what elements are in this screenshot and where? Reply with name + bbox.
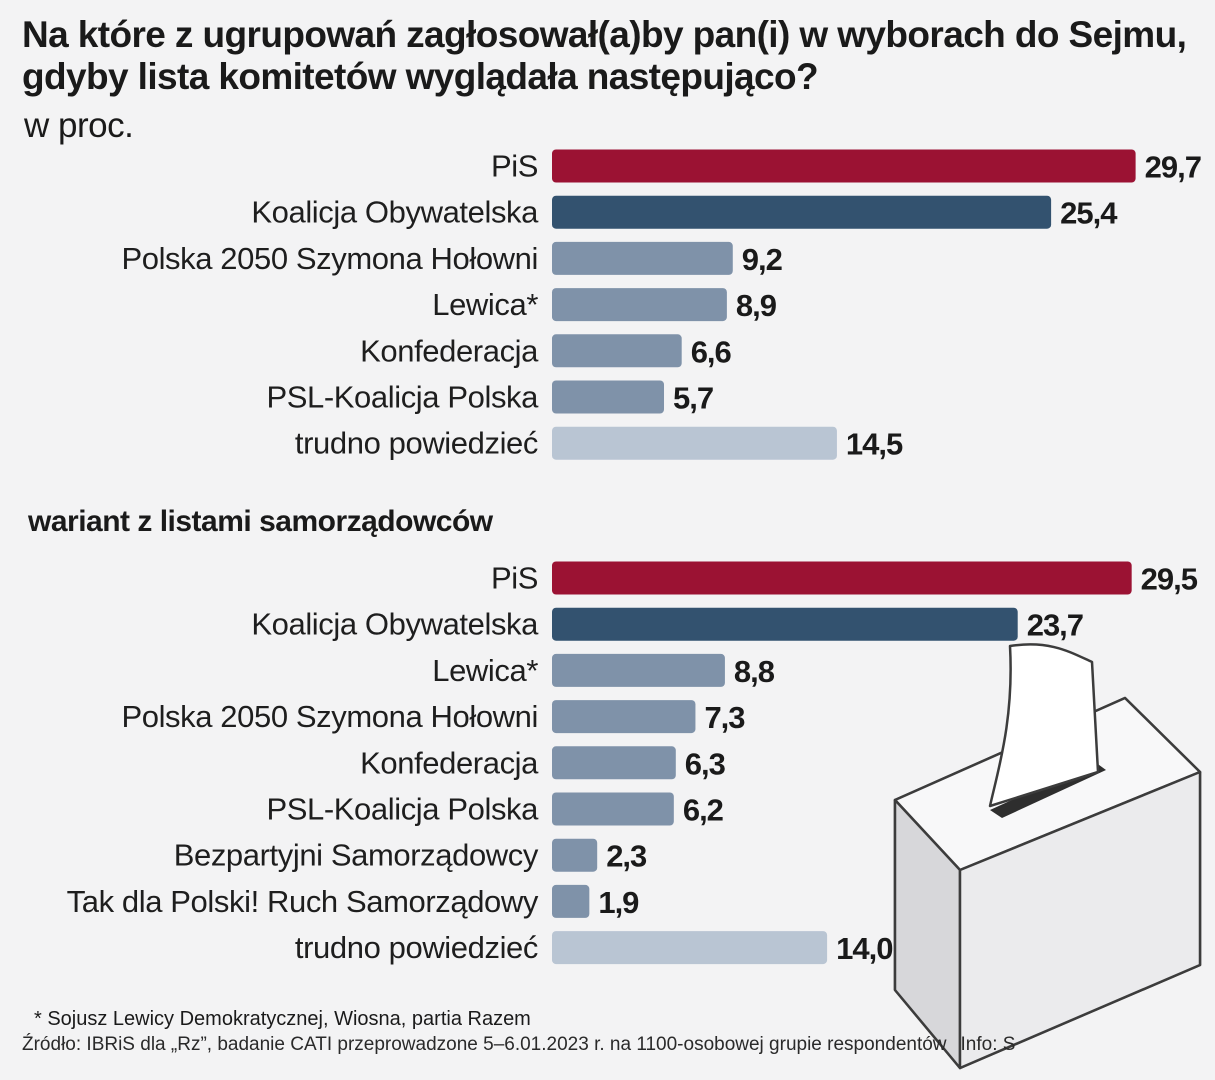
footnote: * Sojusz Lewicy Demokratycznej, Wiosna, … bbox=[34, 1008, 531, 1030]
bar bbox=[552, 700, 696, 734]
chart-subtitle: w proc. bbox=[24, 106, 134, 145]
data-label: 8,8 bbox=[734, 654, 775, 689]
category-label: trudno powiedzieć bbox=[295, 930, 538, 965]
data-label: 1,9 bbox=[598, 885, 639, 920]
bar-chart-1: PiS 29,7 Koalicja Obywatelska 25,4 Polska 20… bbox=[121, 149, 1201, 462]
bar bbox=[552, 884, 590, 918]
data-label: 25,4 bbox=[1060, 196, 1118, 231]
category-label: Polska 2050 Szymona Hołowni bbox=[121, 699, 538, 734]
data-label: 2,3 bbox=[606, 839, 647, 874]
bar bbox=[552, 561, 1132, 595]
data-label: 14,5 bbox=[846, 427, 903, 462]
bar bbox=[552, 195, 1052, 229]
bar bbox=[552, 426, 837, 460]
source-text: Źródło: IBRiS dla „Rz”, badanie CATI prz… bbox=[22, 1034, 947, 1055]
category-label: Konfederacja bbox=[360, 333, 539, 368]
data-label: 23,7 bbox=[1027, 608, 1083, 643]
category-label: Bezpartyjni Samorządowcy bbox=[174, 838, 539, 873]
chart-title: Na które z ugrupowań zagłosował(a)by pan… bbox=[22, 14, 1187, 97]
bar bbox=[552, 838, 598, 872]
category-label: Lewica* bbox=[432, 287, 538, 322]
data-label: 7,3 bbox=[704, 700, 745, 735]
category-label: Koalicja Obywatelska bbox=[251, 195, 539, 230]
bar bbox=[552, 380, 665, 414]
bar bbox=[552, 653, 725, 687]
category-label: Polska 2050 Szymona Hołowni bbox=[121, 241, 538, 276]
category-label: Konfederacja bbox=[360, 745, 539, 780]
bar bbox=[552, 149, 1136, 183]
category-label: PSL-Koalicja Polska bbox=[266, 792, 539, 827]
bar bbox=[552, 241, 733, 275]
data-label: 6,6 bbox=[691, 334, 732, 369]
category-label: PiS bbox=[491, 149, 538, 184]
data-label: 29,5 bbox=[1141, 562, 1198, 597]
data-label: 8,9 bbox=[736, 288, 777, 323]
info-credit: Info: S bbox=[960, 1034, 1016, 1055]
ballot-box-icon bbox=[893, 643, 1202, 1070]
data-label: 6,3 bbox=[685, 746, 726, 781]
source-line: Źródło: IBRiS dla „Rz”, badanie CATI prz… bbox=[22, 1033, 1212, 1057]
category-label: Koalicja Obywatelska bbox=[251, 607, 539, 642]
bar-chart-2: PiS 29,5 Koalicja Obywatelska 23,7 Lewica* 8,… bbox=[67, 561, 1199, 967]
bar bbox=[552, 334, 682, 368]
bar bbox=[552, 607, 1018, 641]
data-label: 5,7 bbox=[673, 381, 713, 416]
data-label: 14,0 bbox=[836, 931, 892, 966]
bar bbox=[552, 746, 676, 780]
data-label: 29,7 bbox=[1145, 150, 1201, 185]
category-label: PiS bbox=[491, 561, 538, 596]
category-label: PSL-Koalicja Polska bbox=[266, 380, 539, 415]
bar bbox=[552, 792, 674, 826]
data-label: 6,2 bbox=[683, 793, 723, 828]
bar bbox=[552, 288, 727, 322]
category-label: Tak dla Polski! Ruch Samorządowy bbox=[67, 884, 539, 919]
variant-title: wariant z listami samorządowców bbox=[28, 505, 493, 538]
category-label: trudno powiedzieć bbox=[295, 426, 538, 461]
bar bbox=[552, 931, 828, 965]
data-label: 9,2 bbox=[742, 242, 782, 277]
category-label: Lewica* bbox=[432, 653, 538, 688]
